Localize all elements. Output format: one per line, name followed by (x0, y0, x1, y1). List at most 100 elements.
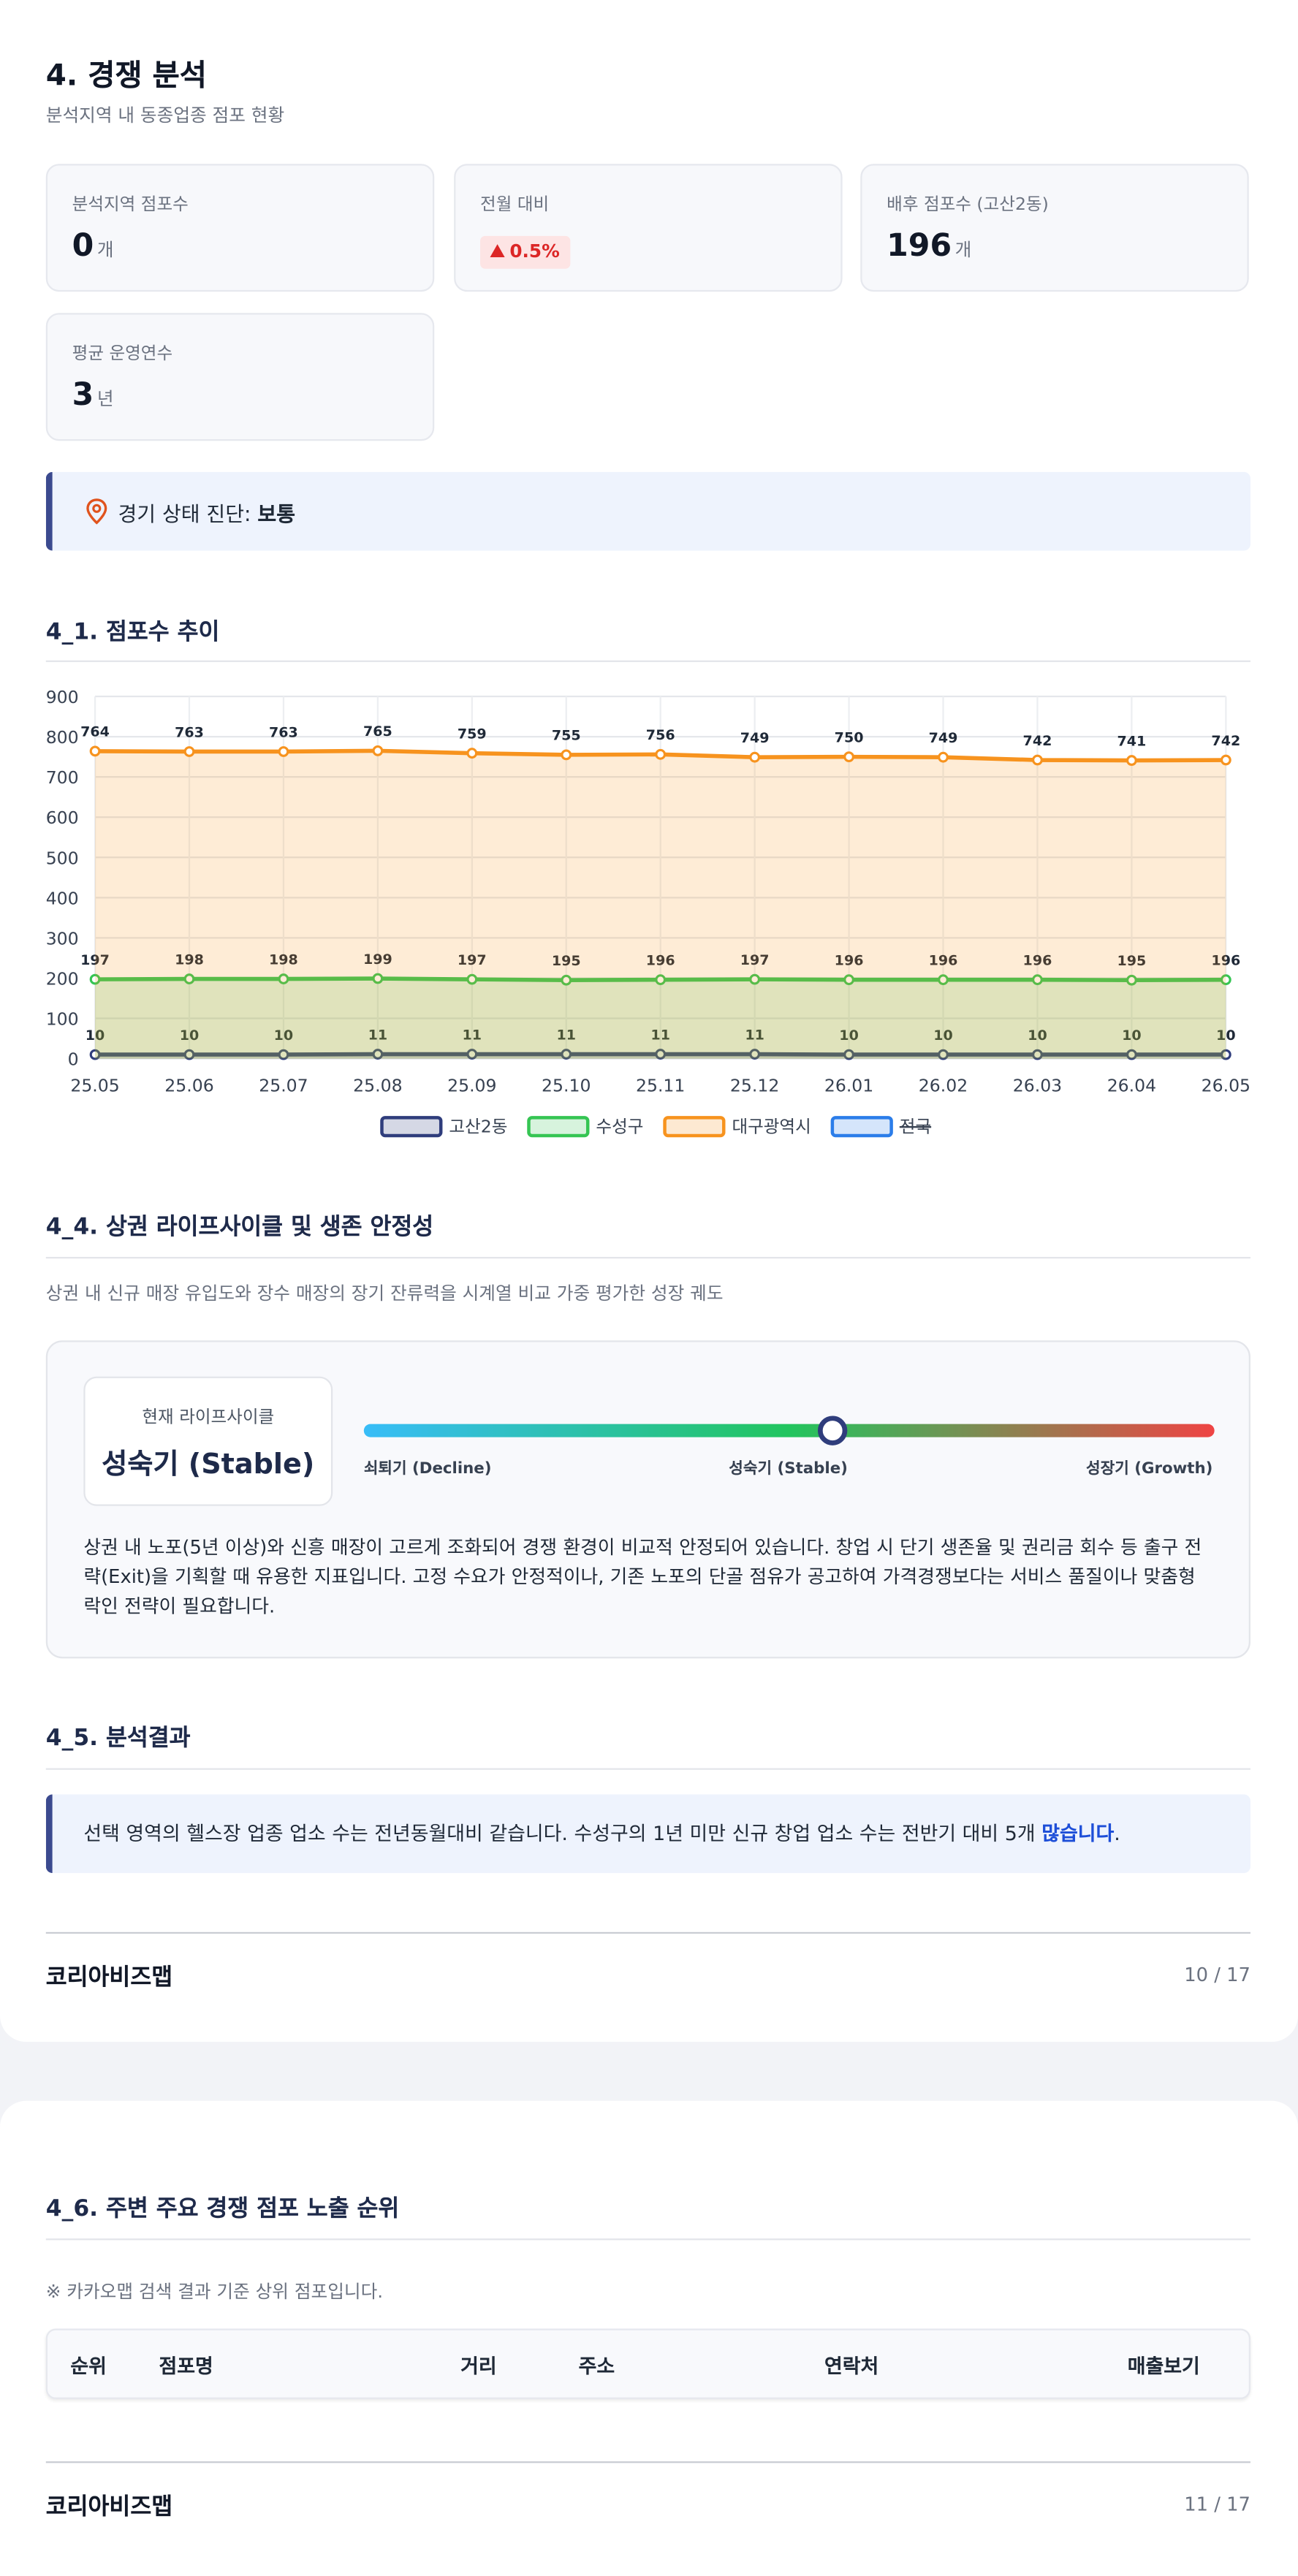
current-value: 성숙기 (Stable) (102, 1448, 315, 1482)
x-tick-label: 25.07 (259, 1075, 308, 1095)
data-label: 10 (839, 1027, 859, 1044)
text: 선택 영역의 헬스장 업종 업소 수는 전년동월대비 같습니다. 수성구의 1년… (83, 1822, 1042, 1845)
rule (45, 2461, 1250, 2463)
footer-page: 10 / 17 (1184, 1963, 1250, 1986)
x-tick-label: 26.02 (919, 1075, 968, 1095)
data-label: 763 (175, 724, 204, 740)
data-label: 196 (1211, 952, 1240, 968)
legend-swatch (830, 1116, 893, 1138)
data-label: 195 (1117, 953, 1147, 969)
y-tick-label: 500 (46, 848, 79, 868)
area (95, 751, 1226, 1059)
rule (45, 2238, 1250, 2241)
result-text: 선택 영역의 헬스장 업종 업소 수는 전년동월대비 같습니다. 수성구의 1년… (83, 1819, 1120, 1847)
data-label: 763 (269, 724, 298, 740)
point (278, 1049, 289, 1060)
legend-swatch (380, 1116, 443, 1138)
point (749, 751, 761, 763)
label: 경기 상태 진단: (118, 501, 251, 526)
table-header: 순위 점포명 거리 주소 연락처 매출보기 (45, 2328, 1250, 2399)
page-card: 4_6. 주변 주요 경쟁 점포 노출 순위 ※ 카카오맵 검색 결과 기준 상… (0, 2100, 1298, 2576)
stat-value: 196 개 (887, 228, 971, 264)
data-label: 196 (929, 952, 958, 968)
data-label: 195 (552, 953, 581, 969)
point (938, 974, 949, 986)
table-header-cell: 연락처 (824, 2355, 879, 2378)
section-subtitle: 분석지역 내 동종업종 점포 현황 (45, 105, 285, 126)
lifecycle-text: 상권 내 노포(5년 이상)와 신흥 매장이 고르게 조화되어 경쟁 환경이 비… (83, 1535, 1202, 1618)
rule (45, 660, 1250, 662)
point (1220, 1049, 1231, 1060)
up-arrow (490, 244, 505, 258)
data-label: 198 (175, 951, 204, 968)
point (1126, 1049, 1137, 1060)
point (183, 1049, 195, 1060)
section-heading: 4_4. 상권 라이프사이클 및 생존 안정성 (45, 1214, 434, 1241)
point (1220, 974, 1231, 986)
data-label: 759 (458, 726, 487, 742)
point (843, 1049, 854, 1060)
current-label: 현재 라이프사이클 (142, 1407, 275, 1428)
data-label: 756 (646, 727, 675, 743)
lifecycle-bar (363, 1424, 1215, 1437)
diagnosis-box: 경기 상태 진단: 보통 (45, 471, 1250, 551)
point (372, 745, 384, 756)
stat-card: 평균 운영연수 3 년 (45, 313, 435, 441)
legend-swatch (663, 1116, 726, 1138)
x-tick-label: 25.09 (447, 1075, 496, 1095)
data-label: 742 (1023, 733, 1052, 749)
point (843, 974, 854, 986)
rule (45, 1256, 1250, 1259)
value: 0.5% (509, 240, 560, 262)
y-tick-label: 100 (46, 1009, 79, 1030)
text: . (1114, 1822, 1120, 1845)
point (749, 973, 761, 985)
stat-card: 전월 대비 0.5% (454, 164, 843, 292)
change-badge: 0.5% (480, 235, 570, 269)
pin-icon (86, 498, 107, 525)
table-header-cell: 주소 (578, 2355, 615, 2378)
point (1032, 974, 1043, 986)
x-tick-label: 25.11 (636, 1075, 685, 1095)
x-tick-label: 26.04 (1107, 1075, 1156, 1095)
data-label: 196 (646, 952, 675, 968)
legend-label: 수성구 (596, 1117, 643, 1137)
point (749, 1049, 761, 1060)
stat-label: 평균 운영연수 (72, 343, 173, 364)
data-label: 196 (1023, 952, 1052, 968)
x-tick-label: 25.06 (164, 1075, 213, 1095)
point (183, 746, 195, 757)
stat-card: 분석지역 점포수 0 개 (45, 164, 435, 292)
point (561, 974, 572, 986)
description: 상권 내 신규 매장 유입도와 장수 매장의 장기 잔류력을 시계열 비교 가중… (45, 1283, 724, 1304)
page-card: 4. 경쟁 분석 분석지역 내 동종업종 점포 현황 분석지역 점포수 0 개 전월… (0, 0, 1298, 2043)
unit: 개 (96, 239, 114, 261)
value: 0 (72, 227, 94, 265)
scale-label: 성숙기 (Stable) (729, 1459, 848, 1478)
y-tick-label: 900 (46, 687, 79, 707)
lifecycle-marker (817, 1416, 848, 1445)
data-label: 10 (1028, 1027, 1047, 1044)
chart: 0 100 200 300 400 500 600 700 800 900 25.05 25.06 25… (46, 687, 1250, 1138)
value: 보통 (257, 501, 296, 526)
legend-label: 전국 (900, 1117, 931, 1137)
data-label: 11 (556, 1027, 576, 1043)
point (1126, 974, 1137, 986)
data-label: 10 (933, 1027, 953, 1044)
point (843, 751, 854, 763)
y-tick-label: 300 (46, 928, 79, 949)
stat-label: 배후 점포수 (고산2동) (887, 194, 1049, 215)
diagnosis-text: 경기 상태 진단: 보통 (118, 496, 295, 528)
point (89, 973, 101, 985)
point (938, 1049, 949, 1060)
point (278, 973, 289, 984)
point (1032, 754, 1043, 766)
rule (45, 1768, 1250, 1770)
stat-label: 분석지역 점포수 (72, 194, 189, 215)
y-tick-label: 800 (46, 727, 79, 748)
data-label: 198 (269, 951, 298, 968)
unit: 개 (954, 239, 972, 261)
note: ※ 카카오맵 검색 결과 기준 상위 점포입니다. (45, 2281, 384, 2303)
